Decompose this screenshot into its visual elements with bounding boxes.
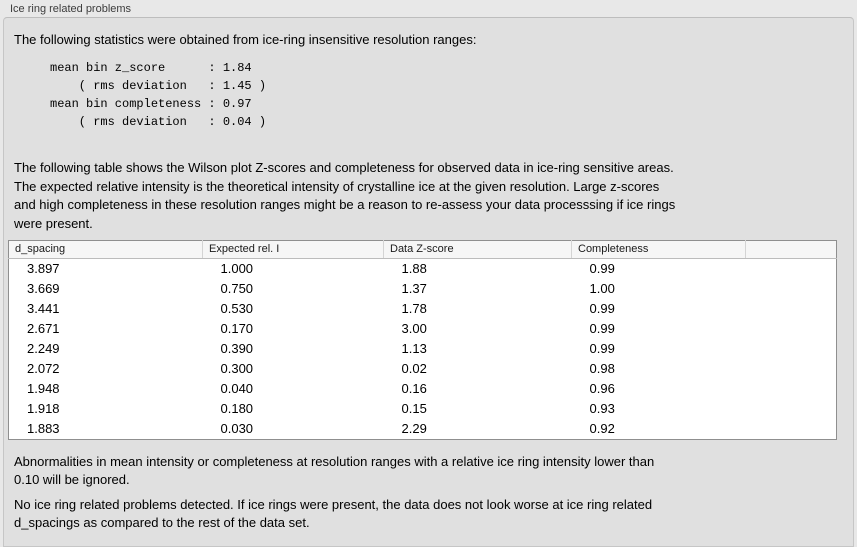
cell-data-z-score: 1.13 [401, 341, 427, 356]
cell-completeness: 0.92 [589, 421, 615, 436]
table-row[interactable]: 3.897 1.000 1.88 0.99 [9, 259, 837, 280]
cell-expected-rel-i: 1.000 [220, 261, 254, 276]
cell-d-spacing: 1.918 [27, 401, 60, 416]
table-row[interactable]: 2.249 0.390 1.13 0.99 [9, 339, 837, 359]
cell-expected-rel-i: 0.300 [220, 361, 254, 376]
ice-ring-table: d_spacing Expected rel. I Data Z-score C… [8, 240, 837, 440]
table-row[interactable]: 1.883 0.030 2.29 0.92 [9, 419, 837, 440]
table-row[interactable]: 2.072 0.300 0.02 0.98 [9, 359, 837, 379]
cell-expected-rel-i: 0.030 [220, 421, 254, 436]
table-header-row: d_spacing Expected rel. I Data Z-score C… [8, 240, 837, 259]
cell-completeness: 0.99 [589, 321, 615, 336]
cell-expected-rel-i: 0.530 [220, 301, 254, 316]
cell-completeness: 0.99 [589, 261, 615, 276]
cell-data-z-score: 1.37 [401, 281, 427, 296]
cell-filler [746, 319, 837, 339]
cell-expected-rel-i: 0.180 [220, 401, 254, 416]
column-header-expected-rel-i[interactable]: Expected rel. I [202, 240, 384, 259]
cell-data-z-score: 0.15 [401, 401, 427, 416]
cell-d-spacing: 2.671 [27, 321, 60, 336]
cell-completeness: 0.98 [589, 361, 615, 376]
panel-title: Ice ring related problems [10, 3, 132, 15]
cell-d-spacing: 1.948 [27, 381, 60, 396]
cell-data-z-score: 1.88 [401, 261, 427, 276]
ice-ring-panel: The following statistics were obtained f… [3, 17, 854, 547]
cell-expected-rel-i: 0.750 [220, 281, 254, 296]
cell-completeness: 1.00 [589, 281, 615, 296]
cell-d-spacing: 1.883 [27, 421, 60, 436]
cell-expected-rel-i: 0.040 [220, 381, 254, 396]
cell-completeness: 0.96 [589, 381, 615, 396]
cell-completeness: 0.99 [589, 341, 615, 356]
cell-data-z-score: 3.00 [401, 321, 427, 336]
table-row[interactable]: 2.671 0.170 3.00 0.99 [9, 319, 837, 339]
cell-filler [746, 299, 837, 319]
column-header-d-spacing[interactable]: d_spacing [8, 240, 203, 259]
cell-d-spacing: 2.072 [27, 361, 60, 376]
cell-d-spacing: 3.441 [27, 301, 60, 316]
cell-filler [746, 399, 837, 419]
column-header-completeness[interactable]: Completeness [571, 240, 746, 259]
table-row[interactable]: 1.948 0.040 0.16 0.96 [9, 379, 837, 399]
cell-data-z-score: 1.78 [401, 301, 427, 316]
cell-filler [746, 279, 837, 299]
cell-filler [746, 359, 837, 379]
cell-data-z-score: 0.02 [401, 361, 427, 376]
table-row[interactable]: 3.669 0.750 1.37 1.00 [9, 279, 837, 299]
cell-filler [746, 379, 837, 399]
cell-d-spacing: 2.249 [27, 341, 60, 356]
ignore-note-text: Abnormalities in mean intensity or compl… [14, 454, 655, 487]
cell-filler [746, 339, 837, 359]
cell-filler [746, 259, 837, 280]
cell-data-z-score: 0.16 [401, 381, 427, 396]
cell-completeness: 0.93 [589, 401, 615, 416]
cell-d-spacing: 3.897 [27, 261, 60, 276]
description-text: The following table shows the Wilson plo… [14, 160, 676, 231]
conclusion-text: No ice ring related problems detected. I… [14, 497, 653, 530]
cell-d-spacing: 3.669 [27, 281, 60, 296]
column-header-filler [745, 240, 837, 259]
column-header-data-z-score[interactable]: Data Z-score [383, 240, 572, 259]
table-row[interactable]: 3.441 0.530 1.78 0.99 [9, 299, 837, 319]
table-row[interactable]: 1.918 0.180 0.15 0.93 [9, 399, 837, 419]
intro-text: The following statistics were obtained f… [14, 32, 477, 47]
cell-data-z-score: 2.29 [401, 421, 427, 436]
stats-block: mean bin z_score : 1.84 ( rms deviation … [50, 61, 267, 129]
cell-expected-rel-i: 0.390 [220, 341, 254, 356]
cell-expected-rel-i: 0.170 [220, 321, 254, 336]
cell-filler [746, 419, 837, 440]
cell-completeness: 0.99 [589, 301, 615, 316]
